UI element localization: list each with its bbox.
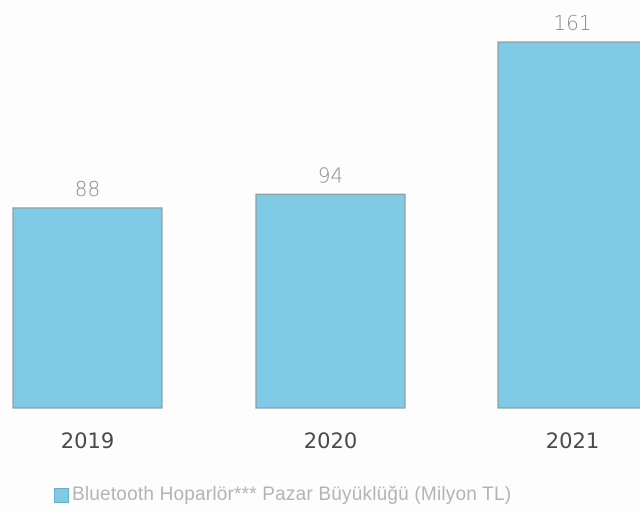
- bar-2021: [497, 41, 640, 409]
- legend-swatch: [54, 487, 69, 503]
- bar-2019: [12, 207, 163, 409]
- category-label-2021: 2021: [546, 429, 599, 453]
- legend: Bluetooth Hoparlör*** Pazar Büyüklüğü (M…: [54, 482, 511, 508]
- bar-chart: 88 2019 94 2020 161 2021: [12, 11, 640, 453]
- value-label-2019: 88: [75, 177, 100, 201]
- category-label-2020: 2020: [304, 429, 357, 453]
- value-label-2021: 161: [553, 11, 591, 35]
- value-label-2020: 94: [318, 163, 343, 187]
- bar-2020: [255, 193, 406, 409]
- legend-label: Bluetooth Hoparlör*** Pazar Büyüklüğü (M…: [72, 484, 512, 505]
- category-label-2019: 2019: [61, 429, 114, 453]
